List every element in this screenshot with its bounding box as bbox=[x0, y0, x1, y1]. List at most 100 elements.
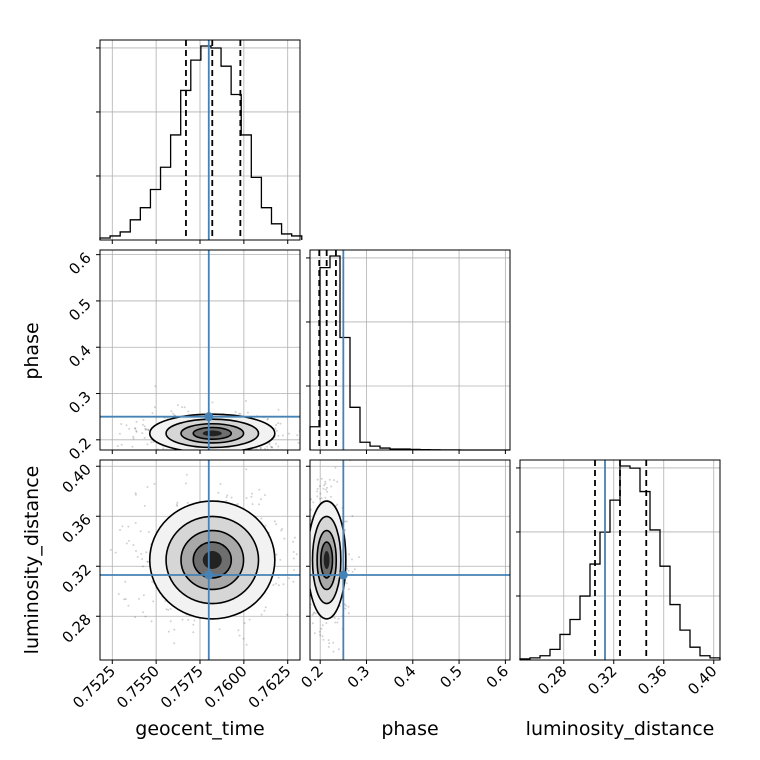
sample-point bbox=[270, 445, 272, 448]
sample-point bbox=[306, 576, 308, 578]
sample-point bbox=[211, 401, 214, 404]
sample-point bbox=[118, 432, 121, 435]
sample-point bbox=[181, 406, 184, 409]
sample-point bbox=[248, 618, 251, 621]
sample-point bbox=[353, 568, 356, 571]
sample-point bbox=[226, 494, 229, 497]
sample-point bbox=[279, 558, 282, 561]
sample-point bbox=[141, 432, 144, 435]
sample-point bbox=[328, 478, 331, 481]
sample-point bbox=[142, 611, 145, 614]
sample-point bbox=[275, 553, 278, 556]
sample-point bbox=[321, 624, 324, 627]
data-layer bbox=[99, 40, 721, 660]
contour-2 bbox=[180, 422, 245, 444]
sample-point bbox=[134, 522, 137, 524]
contour-3 bbox=[320, 541, 334, 579]
sample-point bbox=[279, 422, 282, 425]
sample-point bbox=[170, 410, 173, 413]
sample-point bbox=[277, 408, 280, 411]
sample-point bbox=[337, 648, 340, 651]
histogram-geocent_time bbox=[99, 45, 303, 240]
sample-point bbox=[134, 427, 136, 430]
sample-point bbox=[345, 520, 348, 523]
sample-point bbox=[314, 420, 316, 422]
xtick-label-phase-1: 0.3 bbox=[344, 662, 374, 692]
sample-point bbox=[266, 418, 269, 421]
sample-point bbox=[245, 497, 248, 500]
sample-point bbox=[324, 482, 327, 485]
sample-point bbox=[270, 446, 273, 449]
sample-point bbox=[119, 528, 121, 531]
sample-point bbox=[141, 423, 144, 426]
sample-point bbox=[324, 480, 327, 483]
sample-point bbox=[314, 612, 317, 615]
sample-point bbox=[257, 503, 260, 506]
sample-point bbox=[245, 643, 248, 646]
sample-point bbox=[145, 428, 148, 431]
text-layer: geocent_time phase luminosity_distance p… bbox=[21, 249, 721, 740]
sample-point bbox=[316, 490, 319, 493]
sample-point bbox=[220, 453, 222, 455]
sample-point bbox=[271, 446, 274, 449]
sample-point bbox=[125, 424, 128, 427]
sample-point bbox=[277, 422, 279, 425]
sample-point bbox=[169, 620, 172, 623]
density-level-4 bbox=[202, 551, 222, 569]
panel-frame-phase-distance bbox=[309, 459, 511, 661]
sample-point bbox=[346, 567, 349, 570]
sample-point bbox=[351, 558, 353, 561]
sample-point bbox=[296, 434, 299, 437]
sample-point bbox=[324, 496, 327, 499]
sample-point bbox=[151, 412, 154, 415]
sample-point bbox=[318, 497, 321, 500]
sample-point bbox=[134, 427, 137, 430]
sample-point bbox=[322, 638, 325, 641]
sample-point bbox=[307, 545, 309, 547]
sample-point bbox=[245, 468, 248, 471]
sample-point bbox=[125, 542, 128, 545]
sample-point bbox=[167, 608, 170, 611]
ylabel-phase: phase bbox=[21, 322, 43, 379]
sample-point bbox=[181, 618, 184, 621]
ytick-label-phase-y-3: 0.5 bbox=[65, 295, 95, 325]
sample-point bbox=[230, 496, 233, 499]
xtick-label-geocent_time-1: 0.7550 bbox=[113, 662, 163, 712]
sample-point bbox=[238, 634, 241, 637]
sample-point bbox=[332, 641, 335, 644]
sample-point bbox=[143, 436, 146, 439]
sample-point bbox=[183, 406, 186, 409]
sample-point bbox=[334, 466, 337, 469]
sample-point bbox=[134, 616, 137, 619]
xtick-label-luminosity_distance-3: 0.40 bbox=[684, 662, 720, 698]
sample-point bbox=[264, 447, 267, 450]
sample-point bbox=[260, 613, 263, 616]
sample-point bbox=[275, 429, 278, 432]
sample-point bbox=[308, 560, 310, 562]
sample-point bbox=[121, 525, 124, 528]
xtick-label-luminosity_distance-2: 0.36 bbox=[634, 662, 670, 698]
sample-point bbox=[145, 551, 148, 554]
sample-point bbox=[136, 555, 139, 558]
panel-geocent_time-vs-phase bbox=[116, 385, 316, 457]
sample-point bbox=[277, 584, 280, 587]
sample-point bbox=[186, 501, 189, 504]
sample-point bbox=[264, 524, 267, 527]
sample-point bbox=[187, 410, 190, 413]
sample-point bbox=[138, 597, 140, 600]
contour-1 bbox=[311, 515, 342, 605]
sample-point bbox=[322, 487, 325, 490]
density-level-4 bbox=[323, 551, 330, 569]
sample-point bbox=[336, 621, 339, 624]
sample-point bbox=[308, 523, 310, 525]
sample-point bbox=[243, 622, 246, 625]
sample-point bbox=[124, 580, 127, 583]
sample-point bbox=[347, 588, 350, 591]
sample-point bbox=[147, 560, 149, 563]
sample-point bbox=[134, 492, 137, 495]
sample-point bbox=[292, 580, 295, 583]
sample-point bbox=[329, 495, 332, 498]
sample-point bbox=[291, 455, 293, 457]
sample-point bbox=[239, 412, 242, 415]
xtick-label-luminosity_distance-0: 0.28 bbox=[534, 662, 570, 698]
